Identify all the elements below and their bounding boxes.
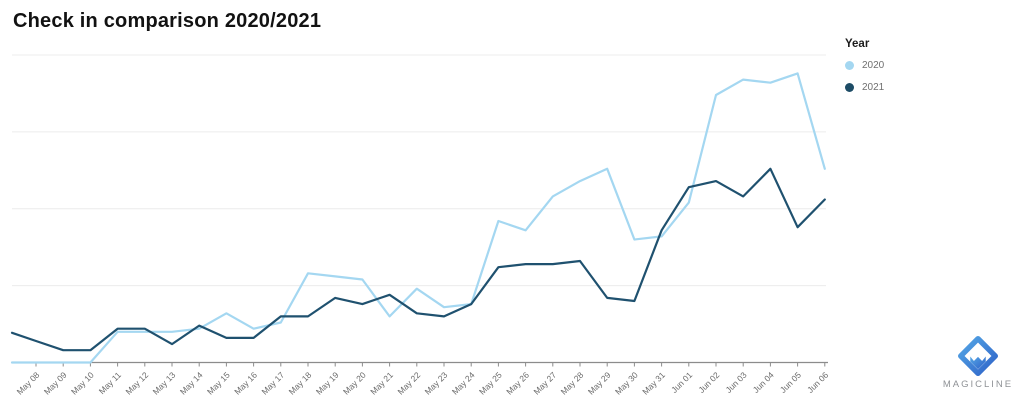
- legend-items: 2020 2021: [845, 60, 1015, 93]
- series-line-2021: [10, 167, 826, 352]
- chart-legend: Year 2020 2021: [845, 38, 1015, 104]
- legend-title: Year: [845, 38, 870, 50]
- x-tick-label: May 24: [450, 370, 477, 397]
- x-tick-label: May 18: [287, 370, 314, 397]
- line-chart: May 08 May 09 May 10 May 11 May 12 May 13 May …: [10, 54, 830, 397]
- chart-title: Check in comparison 2020/2021: [13, 10, 322, 32]
- x-tick-label: May 30: [613, 370, 640, 397]
- x-tick-label: May 10: [69, 370, 96, 397]
- x-tick-label: May 31: [640, 370, 667, 397]
- series-line-2020: [10, 72, 826, 364]
- x-tick-label: May 25: [477, 370, 504, 397]
- magicline-logo: MAGICLINE: [938, 336, 1018, 390]
- x-tick-label: May 26: [504, 370, 531, 397]
- x-tick-label: Jun 04: [751, 370, 776, 395]
- x-tick-label: May 20: [341, 370, 368, 397]
- x-tick-label: May 13: [151, 370, 178, 397]
- legend-swatch-2020: [845, 61, 854, 70]
- x-tick-label: May 27: [531, 370, 558, 397]
- x-tick-label: May 15: [205, 370, 232, 397]
- magicline-logo-text: MAGICLINE: [942, 379, 1014, 390]
- legend-label: 2021: [862, 82, 885, 93]
- x-tick-label: May 22: [395, 370, 422, 397]
- legend-item-2020[interactable]: 2020: [845, 60, 1015, 71]
- x-tick-label: May 12: [123, 370, 150, 397]
- x-tick-label: Jun 05: [778, 370, 803, 395]
- x-tick-label: Jun 03: [723, 370, 748, 395]
- x-tick-label: May 19: [314, 370, 341, 397]
- x-tick-label: May 16: [232, 370, 259, 397]
- x-tick-label: May 21: [368, 370, 395, 397]
- x-tick-label: May 09: [42, 370, 69, 397]
- x-tick-label: May 14: [178, 370, 205, 397]
- x-tick-label: May 23: [423, 370, 450, 397]
- x-tick-label: May 17: [259, 370, 286, 397]
- legend-item-2021[interactable]: 2021: [845, 82, 1015, 93]
- x-tick-label: May 11: [97, 370, 124, 397]
- legend-label: 2020: [862, 60, 885, 71]
- x-tick-label: May 08: [15, 370, 42, 397]
- magicline-diamond-icon: [958, 336, 998, 376]
- x-tick-label: May 29: [586, 370, 613, 397]
- x-tick-label: Jun 01: [669, 370, 694, 395]
- legend-swatch-2021: [845, 83, 854, 92]
- x-tick-label: Jun 02: [696, 370, 721, 395]
- x-tick-label: Jun 06: [805, 370, 830, 395]
- x-tick-label: May 28: [559, 370, 586, 397]
